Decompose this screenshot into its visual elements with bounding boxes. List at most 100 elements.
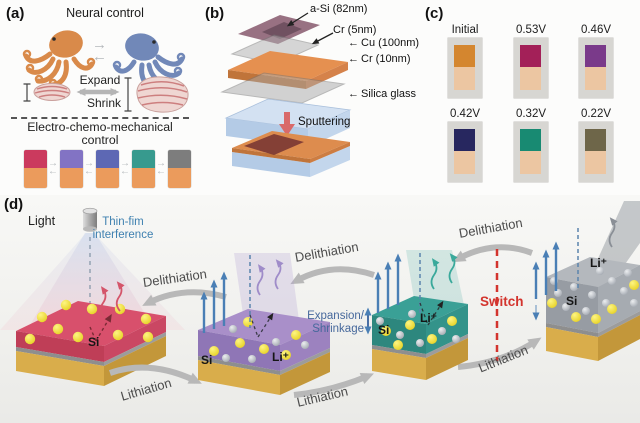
sample-photo: [514, 122, 548, 182]
swatch-top: [60, 150, 83, 168]
delithiation-arrow-icon: [142, 289, 227, 306]
li-ion-label: Li⁺: [590, 256, 607, 270]
pointer-arrow-icon: [311, 32, 334, 45]
sample-label: Initial: [451, 24, 479, 36]
red-photon-arrow-icon: [115, 281, 125, 312]
panel-a: (a) Neural control → ← Expand Shrink Ele…: [0, 0, 200, 195]
panel-a-art: [0, 0, 189, 113]
panel-b-tag: (b): [205, 5, 225, 22]
swatch-top: [96, 150, 119, 168]
label-cr10: ← Cr (10nm): [348, 53, 411, 65]
exchange-arrows-icon: → ←: [92, 36, 107, 64]
left-arrow-icon: ←: [348, 37, 359, 49]
expand-label: Expand: [79, 73, 121, 87]
switch-label: Switch: [480, 294, 524, 309]
muscle-large-blob: [124, 76, 189, 113]
label-silica: ← Silica glass: [348, 88, 417, 100]
gray-photon-arrow-icon: [608, 217, 618, 248]
lamp-icon: [82, 207, 98, 232]
neural-control-title: Neural control: [66, 6, 144, 20]
thin-film-interference-note: Thin-fim interference: [88, 216, 158, 242]
label-cr5: Cr (5nm): [333, 24, 377, 36]
reflected-ray: [95, 313, 112, 342]
exchange-arrows-icon: → ←: [120, 158, 130, 177]
panel-d: (d) Light Thin-fim interference Delithia…: [0, 195, 640, 423]
exchange-arrows-icon: → ←: [84, 158, 94, 177]
si-chip: [585, 45, 606, 67]
swatch-bottom: [24, 168, 47, 188]
right-arrow-icon: →: [92, 36, 107, 53]
note-line1: Thin-fim: [102, 216, 144, 228]
sample-label: 0.53V: [515, 24, 547, 36]
refracted-ray: [249, 314, 259, 338]
li-ion-label: Li⁺: [420, 311, 437, 325]
si-chip: [520, 129, 541, 151]
exchange-arrows-icon: → ←: [48, 158, 58, 177]
slab-purple: [198, 309, 330, 395]
swatch-bottom: [60, 168, 83, 188]
note-line1: Expansion/: [307, 310, 364, 322]
sample-photo: [579, 38, 613, 98]
cu-electrode: [585, 67, 606, 90]
cu-electrode: [585, 151, 606, 174]
pointer-arrow-icon: [286, 12, 309, 27]
sample-label: 0.46V: [580, 24, 612, 36]
exchange-arrows-icon: → ←: [156, 158, 166, 177]
panel-d-art: [0, 201, 640, 398]
swatch-bottom: [96, 168, 119, 188]
lithiation-arrow-icon: [457, 337, 542, 370]
si-atom-label: Si: [201, 353, 213, 367]
swatch-bottom: [168, 168, 191, 188]
cu-electrode: [454, 151, 475, 174]
muscle-small-blob: [23, 83, 71, 102]
slab-teal: [372, 296, 468, 380]
ecm-swatch: [168, 150, 191, 188]
divider-dashed: [11, 117, 189, 119]
si-atom-label: Si: [566, 294, 578, 308]
sample-label: 0.32V: [515, 108, 547, 120]
lithiation-arrow-icon: [293, 372, 375, 398]
left-arrow-icon: ←: [348, 88, 359, 100]
left-arrow-icon: ←: [348, 53, 359, 65]
sample-photo: [448, 38, 482, 98]
red-photon-arrow-icon: [99, 286, 109, 318]
light-label: Light: [28, 214, 56, 228]
label-cu: ← Cu (100nm): [348, 37, 420, 49]
reflected-ray: [427, 300, 444, 326]
purple-photon-arrow-icon: [274, 259, 284, 290]
si-atom-label: Si: [378, 323, 390, 337]
panel-a-tag: (a): [6, 5, 25, 22]
delithiation-arrow-icon: [452, 244, 534, 263]
si-chip: [454, 129, 475, 151]
slab-gray: [546, 257, 640, 361]
si-chip: [520, 45, 541, 67]
lithiation-arrow-icon: [109, 364, 202, 384]
cu-electrode: [454, 67, 475, 90]
note-line2: Shrinkage: [312, 323, 364, 336]
swatch-top: [24, 150, 47, 168]
layer-cr10: [220, 72, 346, 104]
sample-label: 0.42V: [449, 108, 481, 120]
shrink-label: Shrink: [86, 96, 121, 110]
panel-d-tag: (d): [4, 196, 24, 213]
panel-b-art: [220, 12, 352, 177]
sample-label: 0.22V: [580, 108, 612, 120]
sputtered-stack: [232, 131, 350, 177]
ecm-swatch: [24, 150, 47, 188]
panel-c: (c) Initial 0.53V 0.46V 0.42V 0.32V 0.22…: [420, 0, 640, 195]
sample-photo: [579, 122, 613, 182]
ecm-title-line2: control: [81, 133, 119, 147]
reflected-ray: [257, 312, 274, 338]
expansion-shrinkage-note: Expansion/ Shrinkage: [296, 310, 364, 336]
panel-b: (b): [200, 0, 420, 195]
refracted-ray: [89, 326, 97, 342]
panel-c-tag: (c): [425, 5, 444, 22]
swatch-bottom: [132, 168, 155, 188]
swatch-top: [168, 150, 191, 168]
sample-photo: [448, 122, 482, 182]
si-chip: [585, 129, 606, 151]
cu-electrode: [520, 67, 541, 90]
teal-photon-arrow-icon: [448, 253, 458, 284]
li-ion-label: Li⁺: [272, 350, 289, 364]
